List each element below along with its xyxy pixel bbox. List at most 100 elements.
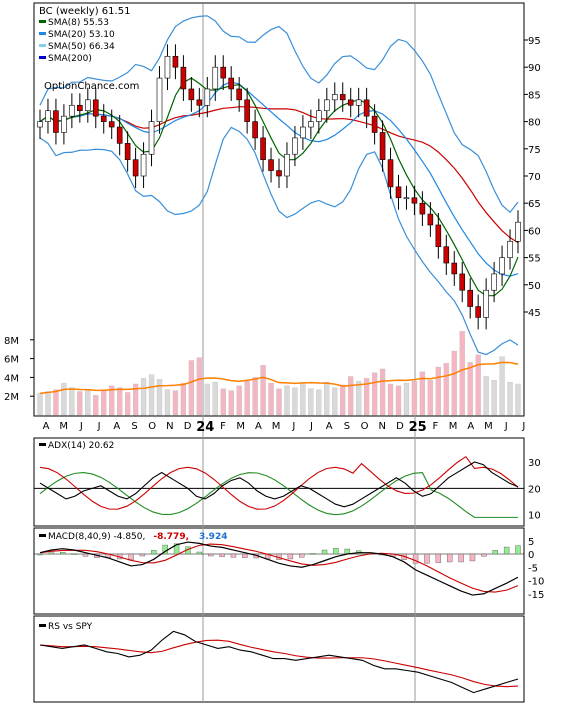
rs-label: RS vs SPY (48, 622, 93, 632)
candle-body (355, 99, 362, 106)
candle-body (347, 99, 354, 106)
price-tick-label: 65 (528, 199, 541, 210)
x-tick-label: A (467, 421, 474, 432)
x-tick-label: S (344, 421, 350, 432)
candle-body (85, 99, 91, 112)
volume-bar (379, 368, 386, 416)
volume-bar (244, 381, 250, 416)
x-tick-label: O (361, 421, 369, 432)
macd-hist-value: 3.924 (199, 532, 227, 542)
candle-body (228, 77, 234, 90)
volume-bar (69, 387, 75, 416)
volume-bar (507, 381, 513, 416)
watermark: OptionChance.com (44, 81, 139, 92)
candle-body (371, 115, 378, 133)
macd-histogram-bar (82, 553, 89, 557)
macd-histogram-bar (481, 553, 487, 557)
volume-bar (276, 388, 282, 416)
macd-histogram-bar (503, 546, 510, 555)
candle-body (69, 104, 75, 117)
candle-body (37, 121, 43, 128)
volume-bar (356, 381, 362, 416)
candle-body (499, 257, 505, 275)
x-tick-label: A (326, 421, 333, 432)
volume-bar (85, 390, 91, 416)
adx-label: ADX(14) 20.62 (48, 441, 114, 451)
volume-bar (117, 387, 123, 416)
volume-bar (395, 385, 402, 416)
candle-body (148, 121, 155, 155)
macd-histogram-bar (48, 552, 55, 555)
volume-bars (37, 331, 521, 416)
candle-body (411, 197, 418, 204)
x-tick-label: J (521, 421, 525, 432)
macd-histogram-bar (287, 553, 294, 560)
macd-histogram-bar (435, 553, 442, 563)
x-tick-label: M (484, 421, 493, 432)
candle-body (140, 153, 147, 177)
adx-tick-label: 30 (528, 458, 541, 469)
volume-bar (467, 362, 473, 416)
price-panel (33, 2, 525, 417)
candle-body (395, 186, 402, 199)
macd-histogram-bar (299, 553, 305, 558)
volume-bar (212, 381, 218, 416)
volume-bar (132, 383, 139, 416)
price-tick-label: 80 (528, 118, 541, 129)
macd-histogram-bar (458, 553, 464, 563)
candle-body (483, 289, 489, 318)
adx-series (34, 455, 524, 518)
price-tick-label: 50 (528, 281, 541, 292)
volume-bar (348, 376, 354, 416)
macd-histogram-bar (242, 553, 248, 558)
macd-histogram-bar (492, 550, 498, 555)
volume-bar (220, 388, 226, 416)
candle-body (260, 137, 266, 160)
macd-histogram-bar (469, 553, 476, 562)
volume-bar (300, 382, 306, 416)
macd-tick-label: -15 (528, 590, 544, 601)
price-tick-label: 55 (528, 254, 541, 265)
macd-histogram-bar (173, 543, 180, 555)
macd-histogram-bar (333, 548, 339, 555)
minus-di-line (39, 455, 519, 510)
volume-tick-label: 8M (4, 336, 19, 347)
macd-legend-swatch (39, 534, 46, 537)
candle-body (451, 262, 458, 275)
candle-body (467, 289, 474, 307)
legend-item: SMA(20) 53.10 (48, 30, 115, 40)
candle-body (403, 197, 410, 200)
x-tick-label: J (309, 421, 313, 432)
volume-bar (371, 372, 378, 416)
volume-bar (37, 393, 43, 416)
candle-body (427, 213, 434, 226)
macd-histogram-bar (515, 545, 521, 555)
candle-body (164, 56, 171, 79)
x-tick-label: M (449, 421, 458, 432)
x-tick-label: J (97, 421, 101, 432)
volume-bar (340, 384, 346, 416)
volume-tick-label: 2M (4, 392, 19, 403)
x-tick-label: D (396, 421, 404, 432)
macd-series (34, 541, 524, 596)
volume-bar (77, 391, 83, 416)
volume-bar (515, 383, 521, 416)
volume-bar (419, 371, 426, 416)
candle-body (284, 153, 290, 177)
x-tick-label: N (379, 421, 386, 432)
x-tick-label: A (43, 421, 50, 432)
macd-histogram-bar (424, 553, 430, 564)
volume-bar (403, 382, 410, 416)
x-tick-label: O (148, 421, 156, 432)
rs-series (39, 630, 519, 694)
volume-bar (411, 381, 418, 416)
candle-body (435, 224, 442, 248)
candle-body (180, 66, 187, 90)
macd-signal-value: -8.779, (153, 532, 189, 542)
candle-body (45, 110, 51, 122)
volume-bar (435, 366, 441, 416)
macd-histogram-bar (139, 553, 146, 557)
x-tick-label: A (113, 421, 120, 432)
volume-bar (363, 378, 370, 416)
adx-legend-swatch (39, 443, 46, 446)
